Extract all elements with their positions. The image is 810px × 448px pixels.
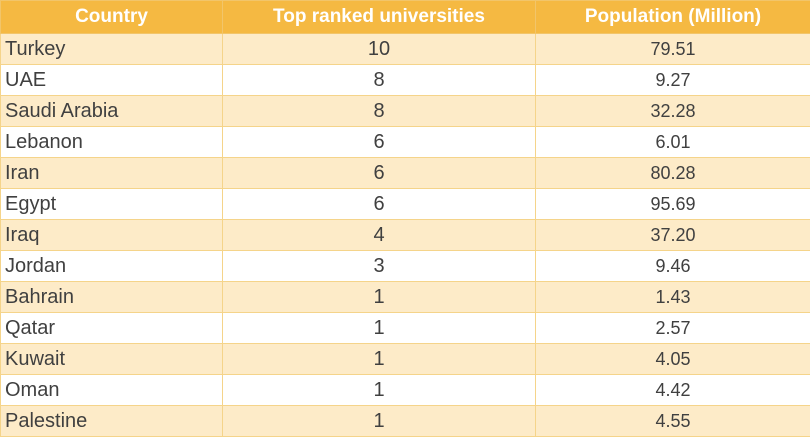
- country-cell: Iran: [0, 157, 223, 189]
- table-row: Iran 6 80.28: [0, 157, 810, 189]
- table-row: Jordan 3 9.46: [0, 250, 810, 282]
- table-row: Bahrain 1 1.43: [0, 281, 810, 313]
- country-cell: Jordan: [0, 250, 223, 282]
- table-row: Palestine 1 4.55: [0, 405, 810, 437]
- country-cell: Palestine: [0, 405, 223, 437]
- population-cell: 37.20: [535, 219, 810, 251]
- population-cell: 4.55: [535, 405, 810, 437]
- population-cell: 32.28: [535, 95, 810, 127]
- population-cell: 79.51: [535, 33, 810, 65]
- table-row: Kuwait 1 4.05: [0, 343, 810, 375]
- table-row: Oman 1 4.42: [0, 374, 810, 406]
- country-cell: Saudi Arabia: [0, 95, 223, 127]
- population-cell: 2.57: [535, 312, 810, 344]
- table-row: Turkey 10 79.51: [0, 33, 810, 65]
- country-cell: Oman: [0, 374, 223, 406]
- table-body: Turkey 10 79.51 UAE 8 9.27 Saudi Arabia 8 32.28 L…: [0, 33, 810, 437]
- universities-cell: 1: [222, 281, 536, 313]
- country-cell: Turkey: [0, 33, 223, 65]
- header-universities: Top ranked universities: [222, 0, 536, 34]
- universities-cell: 1: [222, 405, 536, 437]
- universities-cell: 8: [222, 64, 536, 96]
- universities-cell: 6: [222, 157, 536, 189]
- population-cell: 80.28: [535, 157, 810, 189]
- universities-cell: 10: [222, 33, 536, 65]
- header-row: Country Top ranked universities Populati…: [0, 0, 810, 34]
- table-header: Country Top ranked universities Populati…: [0, 0, 810, 34]
- population-cell: 95.69: [535, 188, 810, 220]
- country-cell: Iraq: [0, 219, 223, 251]
- table-row: Iraq 4 37.20: [0, 219, 810, 251]
- table-row: UAE 8 9.27: [0, 64, 810, 96]
- table-row: Saudi Arabia 8 32.28: [0, 95, 810, 127]
- universities-table: Country Top ranked universities Populati…: [0, 0, 810, 437]
- country-cell: Egypt: [0, 188, 223, 220]
- universities-cell: 4: [222, 219, 536, 251]
- population-cell: 4.42: [535, 374, 810, 406]
- population-cell: 1.43: [535, 281, 810, 313]
- header-country: Country: [0, 0, 223, 34]
- population-cell: 4.05: [535, 343, 810, 375]
- country-cell: Bahrain: [0, 281, 223, 313]
- table-row: Lebanon 6 6.01: [0, 126, 810, 158]
- country-cell: UAE: [0, 64, 223, 96]
- universities-cell: 6: [222, 126, 536, 158]
- universities-cell: 6: [222, 188, 536, 220]
- table-row: Qatar 1 2.57: [0, 312, 810, 344]
- universities-cell: 1: [222, 312, 536, 344]
- country-cell: Qatar: [0, 312, 223, 344]
- population-cell: 9.46: [535, 250, 810, 282]
- universities-cell: 1: [222, 374, 536, 406]
- universities-cell: 3: [222, 250, 536, 282]
- country-cell: Kuwait: [0, 343, 223, 375]
- country-cell: Lebanon: [0, 126, 223, 158]
- population-cell: 6.01: [535, 126, 810, 158]
- header-population: Population (Million): [535, 0, 810, 34]
- table-row: Egypt 6 95.69: [0, 188, 810, 220]
- universities-cell: 8: [222, 95, 536, 127]
- population-cell: 9.27: [535, 64, 810, 96]
- universities-cell: 1: [222, 343, 536, 375]
